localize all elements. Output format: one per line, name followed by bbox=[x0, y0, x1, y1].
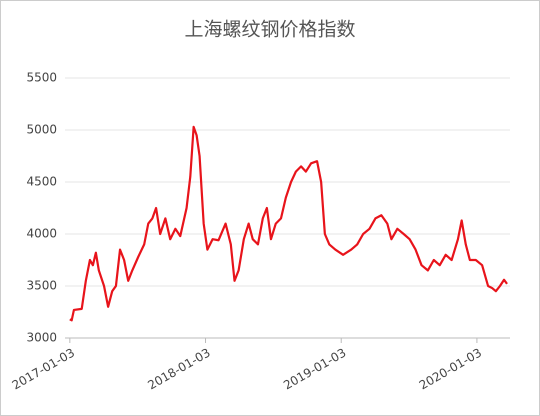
y-tick-label: 5000 bbox=[26, 123, 57, 137]
y-tick-label: 4500 bbox=[26, 175, 57, 189]
y-tick-label: 3000 bbox=[26, 331, 57, 345]
y-tick-label: 3500 bbox=[26, 279, 57, 293]
chart-title: 上海螺纹钢价格指数 bbox=[184, 19, 355, 41]
y-tick-label: 5500 bbox=[26, 71, 57, 85]
series-line bbox=[69, 125, 508, 322]
y-tick-label: 4000 bbox=[26, 227, 57, 241]
